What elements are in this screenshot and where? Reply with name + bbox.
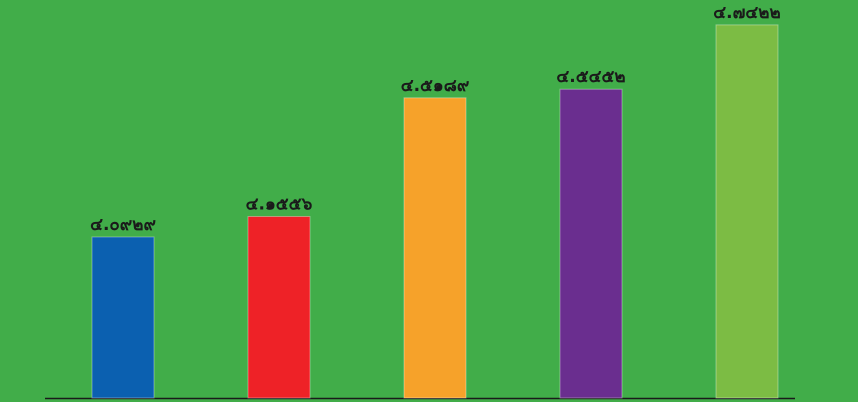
data-label: ๔.๕๑๘๙ <box>401 76 470 96</box>
bar <box>715 24 779 399</box>
bar <box>247 216 311 399</box>
data-label: ๔.๑๕๕๖ <box>246 195 313 215</box>
data-label: ๔.๕๔๕๒ <box>556 67 625 87</box>
data-label: ๔.๗๔๒๒ <box>713 3 780 23</box>
data-label: ๔.๐๙๒๙ <box>90 215 156 235</box>
bar <box>559 88 623 399</box>
bar <box>403 97 467 399</box>
bar <box>91 236 155 399</box>
